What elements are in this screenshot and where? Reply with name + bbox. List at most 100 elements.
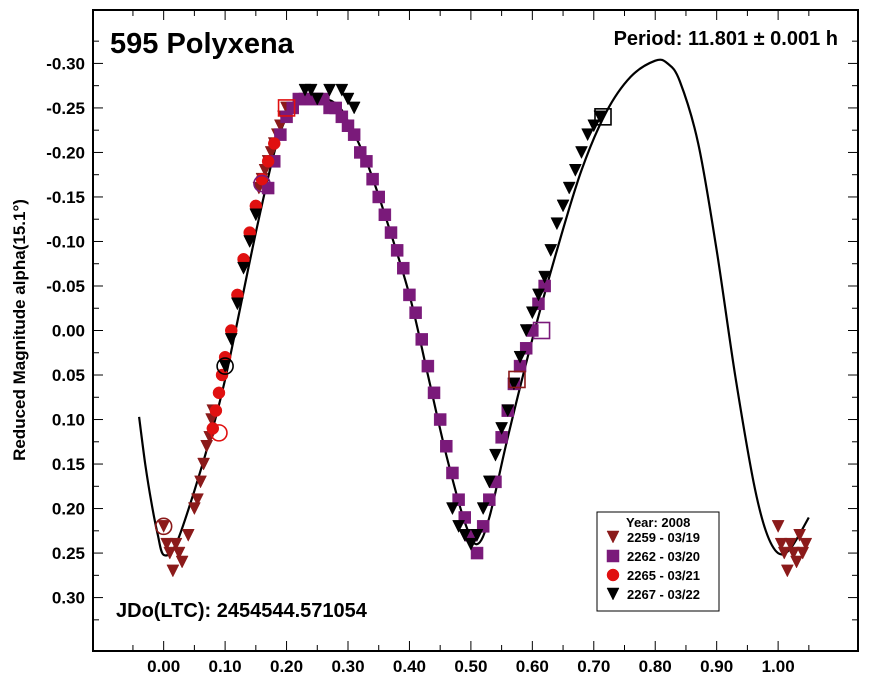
point-2267-03-22	[544, 244, 558, 257]
legend: Year: 2008 2259 - 03/19 2262 - 03/20 2265 …	[596, 511, 720, 612]
open-circle-marker	[210, 424, 228, 442]
legend-entry-label: 2267 - 03/22	[627, 587, 700, 602]
y-tick-label: -0.30	[46, 54, 85, 73]
point-2265-03-21	[212, 386, 226, 400]
point-2259-03-19	[774, 537, 788, 551]
open-circle-marker	[154, 517, 173, 536]
point-2262-03-20	[360, 155, 373, 168]
point-2265-03-21	[268, 137, 281, 150]
point-2267-03-22	[323, 83, 336, 97]
point-2259-03-19	[784, 537, 797, 551]
point-2267-03-22	[476, 502, 490, 516]
open-circle-marker	[216, 357, 234, 375]
legend-title: Year: 2008	[626, 515, 690, 530]
y-tick-label: -0.15	[46, 188, 85, 207]
y-tick-label: 0.25	[52, 544, 85, 563]
point-2262-03-20	[366, 172, 379, 186]
open-square-marker	[532, 321, 551, 340]
chart-title: 595 Polyxena	[110, 28, 295, 60]
x-tick-label: 0.80	[639, 657, 672, 676]
y-tick-label: 0.30	[52, 589, 85, 608]
legend-marker	[606, 549, 620, 563]
x-tick-label: 0.10	[209, 657, 242, 676]
point-2267-03-22	[593, 110, 607, 124]
y-tick-label: -0.20	[46, 143, 85, 162]
x-tick-labels: 0.00 0.10 0.20 0.30 0.40 0.50 0.60 0.70 0.80 0.90…	[147, 657, 795, 676]
x-tick-label: 0.60	[516, 657, 549, 676]
point-2262-03-20	[415, 333, 428, 346]
x-tick-label: 0.90	[700, 657, 733, 676]
legend-entries: 2259 - 03/19 2262 - 03/20 2265 - 03/21 2267…	[606, 530, 700, 602]
point-2262-03-20	[397, 261, 410, 275]
point-2267-03-22	[347, 101, 361, 115]
point-2267-03-22	[452, 520, 466, 533]
point-2267-03-22	[575, 146, 588, 160]
point-2259-03-19	[787, 546, 800, 560]
point-2267-03-22	[556, 199, 570, 213]
y-tick-label: -0.10	[46, 232, 85, 251]
point-2267-03-22	[341, 92, 355, 106]
point-2262-03-20	[427, 386, 441, 400]
legend-entry-label: 2259 - 03/19	[627, 530, 700, 545]
x-tick-label: 0.70	[577, 657, 610, 676]
point-2262-03-20	[446, 466, 459, 480]
y-tick-label: 0.10	[52, 411, 85, 430]
open-square-marker	[277, 99, 296, 117]
point-2262-03-20	[274, 128, 287, 141]
point-2267-03-22	[446, 502, 459, 516]
point-2262-03-20	[421, 359, 435, 373]
point-2262-03-20	[384, 226, 398, 239]
point-2259-03-19	[160, 537, 174, 551]
point-2259-03-19	[771, 520, 785, 533]
point-2267-03-22	[495, 422, 509, 435]
point-2259-03-19	[197, 457, 211, 471]
open-markers	[154, 99, 612, 536]
point-2267-03-22	[458, 529, 472, 542]
point-2259-03-19	[175, 555, 189, 569]
point-2262-03-20	[403, 288, 416, 302]
point-2262-03-20	[390, 244, 404, 257]
period-label: Period: 11.801 ± 0.001 h	[614, 28, 838, 50]
point-2259-03-19	[793, 529, 807, 542]
y-tick-label: 0.15	[52, 455, 85, 474]
point-2267-03-22	[243, 235, 257, 249]
x-tick-label: 1.00	[762, 657, 795, 676]
point-2259-03-19	[191, 493, 204, 507]
point-2259-03-19	[172, 546, 186, 560]
legend-marker	[606, 568, 620, 582]
point-2267-03-22	[532, 288, 545, 302]
x-tick-label: 0.30	[331, 657, 364, 676]
open-square-marker	[594, 108, 612, 126]
point-2267-03-22	[513, 350, 527, 364]
point-2262-03-20	[470, 546, 484, 560]
point-2267-03-22	[482, 475, 496, 489]
point-2267-03-22	[470, 529, 484, 542]
x-tick-label: 0.50	[454, 657, 487, 676]
open-circle-marker	[253, 174, 271, 193]
point-2267-03-22	[464, 537, 478, 551]
point-2259-03-19	[157, 520, 171, 533]
open-square-marker	[508, 370, 526, 389]
point-2265-03-21	[209, 404, 223, 417]
point-2259-03-19	[169, 537, 183, 551]
legend-entry-label: 2262 - 03/20	[627, 549, 700, 564]
point-2267-03-22	[489, 448, 502, 462]
point-2259-03-19	[790, 555, 803, 569]
point-2259-03-19	[166, 564, 180, 578]
legend-entry-label: 2265 - 03/21	[627, 568, 700, 583]
x-tick-label: 0.00	[147, 657, 180, 676]
legend-marker	[606, 530, 620, 544]
point-2267-03-22	[525, 306, 539, 320]
point-2259-03-19	[194, 475, 207, 489]
y-tick-label: 0.20	[52, 500, 85, 519]
point-2259-03-19	[799, 537, 813, 551]
point-2267-03-22	[538, 270, 552, 284]
point-2267-03-22	[562, 181, 576, 195]
legend-marker	[606, 587, 620, 601]
point-2267-03-22	[224, 333, 238, 346]
y-tick-label: 0.00	[52, 322, 85, 341]
point-2267-03-22	[335, 83, 349, 97]
point-2259-03-19	[777, 546, 791, 560]
point-2267-03-22	[310, 92, 324, 106]
